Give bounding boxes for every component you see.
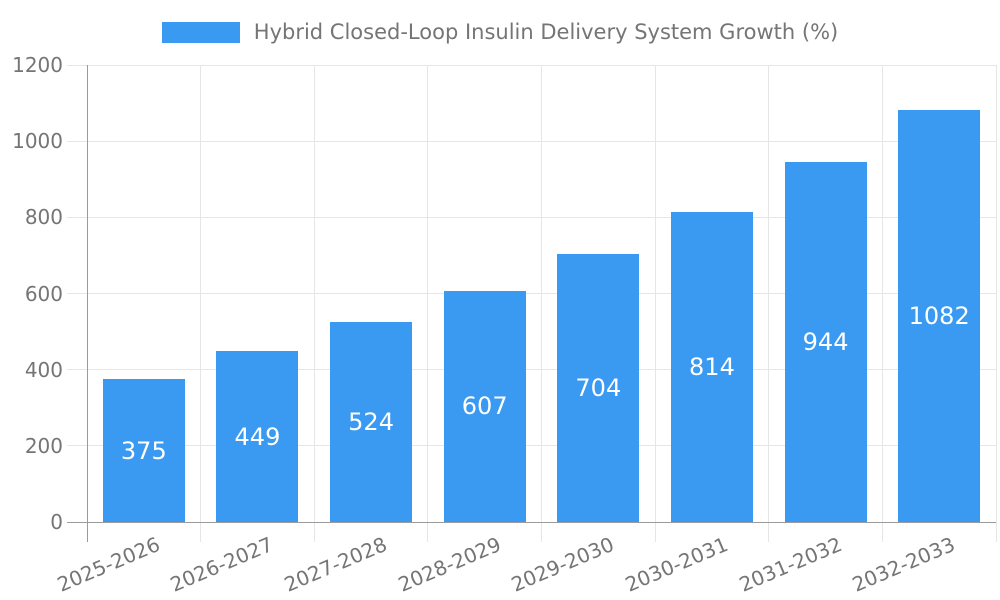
y-tick-label: 0 xyxy=(50,510,63,534)
y-tick-mark xyxy=(67,140,87,142)
bar-value-label: 1082 xyxy=(908,301,970,330)
x-tick-label: 2029-2030 xyxy=(507,532,618,597)
y-tick-mark xyxy=(67,64,87,66)
bar-value-label: 607 xyxy=(461,392,508,421)
bar-value-label: 375 xyxy=(120,436,167,465)
y-tick-label: 400 xyxy=(24,357,63,382)
y-tick-label: 800 xyxy=(24,205,63,230)
v-gridline xyxy=(427,65,429,542)
bar-value-label: 449 xyxy=(234,422,281,451)
bar[interactable] xyxy=(898,109,981,522)
y-tick-label: 1000 xyxy=(12,129,63,154)
v-gridline xyxy=(541,65,542,542)
y-tick-label: 600 xyxy=(24,281,63,306)
v-gridline xyxy=(995,65,997,542)
bar[interactable] xyxy=(102,379,185,522)
x-tick-label: 2031-2032 xyxy=(735,532,845,597)
v-gridline xyxy=(881,65,883,542)
v-gridline xyxy=(654,65,656,542)
legend-swatch xyxy=(161,21,240,43)
bar-value-label: 704 xyxy=(575,373,622,402)
x-tick-label: 2027-2028 xyxy=(280,532,391,597)
y-tick-mark xyxy=(67,293,87,294)
y-tick-mark xyxy=(67,369,87,371)
y-tick-mark xyxy=(67,216,87,218)
bar[interactable] xyxy=(216,351,299,522)
y-tick-label: 1200 xyxy=(12,53,63,77)
bar[interactable] xyxy=(443,290,526,522)
x-tick-label: 2028-2029 xyxy=(394,532,505,597)
bar[interactable] xyxy=(670,212,753,522)
bar[interactable] xyxy=(784,162,867,522)
v-gridline xyxy=(768,65,770,542)
y-axis-line xyxy=(86,65,88,542)
x-tick-label: 2025-2026 xyxy=(53,532,164,597)
x-tick-label: 2026-2027 xyxy=(167,532,277,597)
bar-value-label: 944 xyxy=(802,328,849,357)
v-gridline xyxy=(313,65,315,542)
y-tick-mark xyxy=(67,445,87,447)
legend-label: Hybrid Closed-Loop Insulin Delivery Syst… xyxy=(253,20,839,44)
bar[interactable] xyxy=(330,322,413,522)
v-gridline xyxy=(200,65,202,542)
y-tick-label: 200 xyxy=(24,433,63,458)
bar[interactable] xyxy=(557,253,640,522)
bar-value-label: 814 xyxy=(689,353,735,381)
x-axis-line xyxy=(67,521,996,523)
x-tick-label: 2030-2031 xyxy=(621,532,732,597)
legend-item[interactable]: Hybrid Closed-Loop Insulin Delivery Syst… xyxy=(0,20,1000,44)
bar-value-label: 524 xyxy=(348,408,394,437)
x-tick-label: 2032-2033 xyxy=(848,532,959,597)
